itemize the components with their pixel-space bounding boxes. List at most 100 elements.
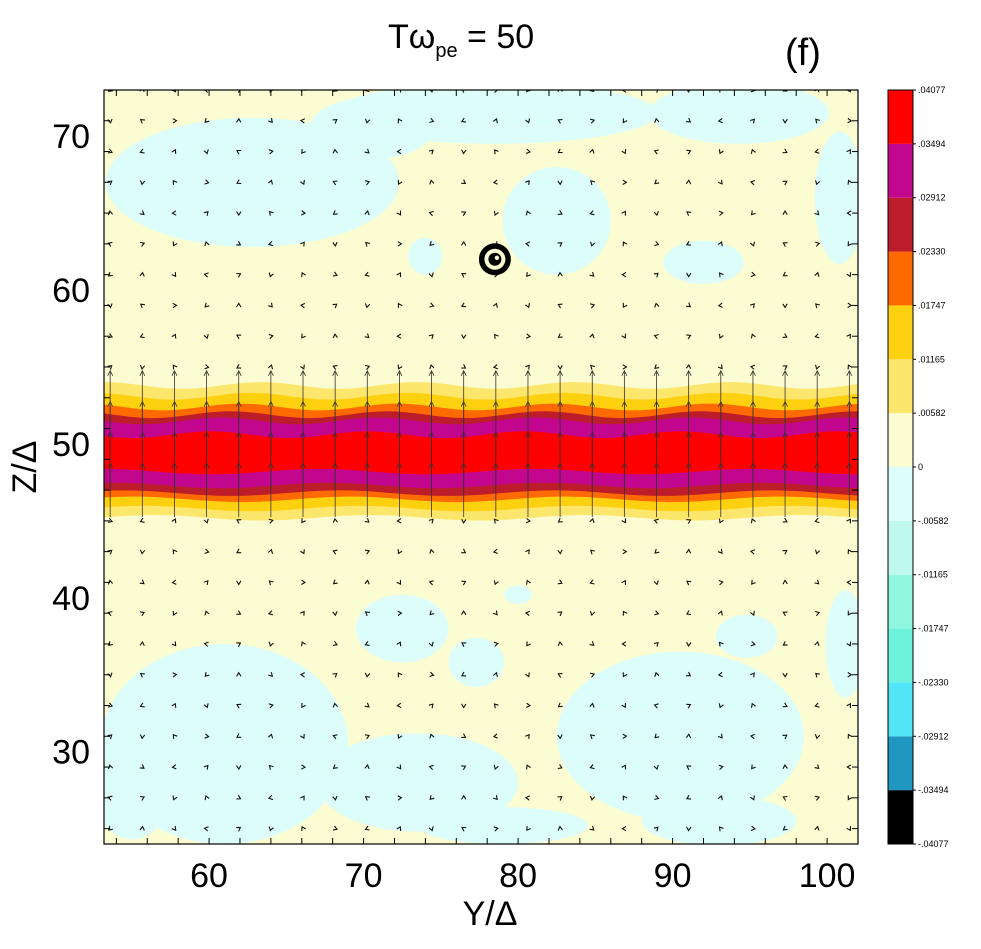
vector-arrowhead (171, 333, 177, 339)
negative-region (649, 90, 829, 144)
vector-arrowhead (461, 548, 467, 554)
vector-arrowhead (332, 549, 338, 555)
vector-arrowhead (846, 149, 852, 155)
vector-arrowhead (139, 148, 145, 154)
vector-arrowhead (139, 764, 145, 769)
vector-arrowhead (139, 734, 146, 740)
plot-frame (103, 89, 859, 845)
vector-arrowhead (750, 641, 756, 647)
vector-arrowhead (493, 826, 499, 832)
vector-arrowhead (815, 180, 821, 186)
colorbar-segment (888, 736, 913, 791)
vector-arrowhead (429, 179, 435, 185)
vector-arrowhead (782, 365, 788, 370)
vector-arrowhead (750, 518, 756, 524)
vector-arrowhead (557, 764, 563, 770)
vector-arrowhead (782, 734, 788, 740)
vector-arrowhead (428, 764, 434, 770)
vector-arrowhead (686, 117, 692, 123)
vector-arrowhead (590, 180, 596, 186)
vector-arrowhead (300, 549, 305, 555)
vector-arrowhead (492, 179, 498, 185)
colorbar-label: -.01747 (918, 624, 949, 634)
vector-arrowhead (107, 795, 113, 801)
vector-arrowhead (172, 549, 178, 555)
vector-arrowhead (461, 179, 467, 184)
vector-arrowhead (751, 579, 756, 585)
vector-arrowhead (557, 180, 563, 186)
vector-arrowhead (236, 302, 242, 308)
vector-arrowhead (332, 640, 338, 646)
vector-arrowhead (364, 825, 370, 831)
vector-arrowhead (846, 641, 852, 647)
vector-arrowhead (429, 548, 435, 554)
vector-arrowhead (846, 764, 852, 770)
vector-arrowhead (461, 826, 467, 832)
vector-arrowhead (749, 795, 755, 801)
vector-arrowhead (299, 672, 305, 678)
vector-arrowhead (300, 210, 307, 216)
vector-arrowhead (654, 364, 660, 369)
vector-arrowhead (686, 90, 691, 94)
vector-arrowhead (461, 364, 467, 369)
vector-arrowhead (236, 548, 242, 554)
vector-arrowhead (107, 825, 113, 831)
vector-arrowhead (685, 733, 692, 739)
negative-region (825, 590, 858, 698)
vector-arrowhead (525, 364, 530, 370)
vector-arrowhead (397, 179, 403, 186)
vector-arrowhead (526, 90, 531, 93)
vector-arrowhead (847, 610, 853, 616)
vector-arrowhead (364, 364, 371, 370)
vector-arrowhead (847, 302, 853, 308)
vector-arrowhead (622, 179, 628, 185)
vector-arrowhead (332, 369, 339, 377)
vector-arrowhead (686, 826, 692, 832)
vector-arrowhead (557, 303, 563, 309)
vector-arrowhead (847, 179, 853, 185)
vector-arrowhead (589, 734, 595, 740)
vector-arrowhead (364, 148, 370, 154)
vector-arrowhead (750, 369, 756, 377)
vector-arrowhead (364, 271, 370, 277)
vector-arrowhead (814, 369, 821, 377)
vector-arrowhead (718, 518, 724, 524)
x-tick-label: 60 (190, 857, 228, 895)
vector-arrowhead (396, 641, 402, 647)
vector-arrowhead (204, 672, 210, 677)
colorbar-segment (888, 251, 913, 306)
vector-arrowhead (525, 333, 532, 339)
vector-arrowhead (397, 302, 403, 308)
vector-arrowhead (749, 610, 755, 617)
vector-arrowhead (461, 765, 467, 771)
vector-arrowhead (782, 90, 788, 92)
vector-arrowhead (332, 365, 338, 370)
colorbar-segment (888, 197, 913, 252)
vector-arrowhead (268, 149, 274, 155)
vector-arrowhead (557, 517, 563, 523)
colorbar-segment (888, 467, 913, 521)
vector-arrowhead (172, 179, 178, 185)
vector-arrowhead (493, 764, 499, 771)
negative-regions (104, 90, 858, 844)
vector-arrowhead (621, 825, 627, 832)
vector-arrowhead (589, 825, 595, 831)
vector-arrowhead (236, 179, 242, 185)
vector-arrowhead (525, 702, 532, 708)
vector-arrowhead (525, 210, 531, 216)
vector-arrowhead (685, 794, 692, 800)
vector-arrowhead (301, 271, 307, 278)
vector-arrowhead (782, 369, 788, 377)
vector-arrowhead (814, 90, 820, 93)
vector-arrowhead (621, 641, 627, 647)
vector-arrowhead (750, 672, 755, 678)
vector-arrowhead (364, 734, 371, 740)
vector-arrowhead (654, 548, 660, 554)
vector-arrowhead (461, 90, 465, 93)
vector-arrowhead (204, 548, 210, 555)
vector-arrowhead (301, 333, 306, 339)
vector-arrowhead (267, 548, 274, 554)
vector-arrowhead (107, 210, 114, 216)
colorbar-label: -.03494 (918, 785, 949, 795)
